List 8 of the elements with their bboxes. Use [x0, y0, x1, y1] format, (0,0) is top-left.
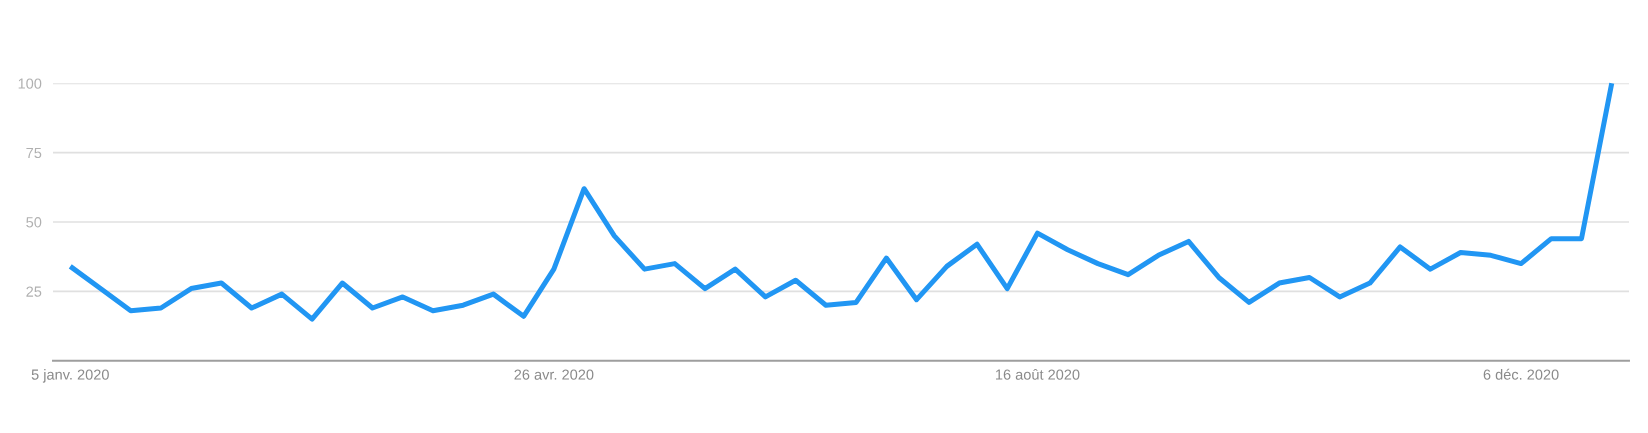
y-tick-label: 50	[26, 217, 42, 228]
x-tick-label: 6 déc. 2020	[1483, 368, 1559, 380]
y-tick-label: 100	[18, 78, 42, 89]
x-tick-label: 16 août 2020	[996, 368, 1080, 380]
x-tick-label: 5 janv. 2020	[31, 369, 109, 383]
x-tick-label: 26 avr. 2020	[514, 369, 594, 380]
y-tick-label: 75	[26, 147, 42, 159]
y-tick-label: 25	[26, 286, 42, 297]
